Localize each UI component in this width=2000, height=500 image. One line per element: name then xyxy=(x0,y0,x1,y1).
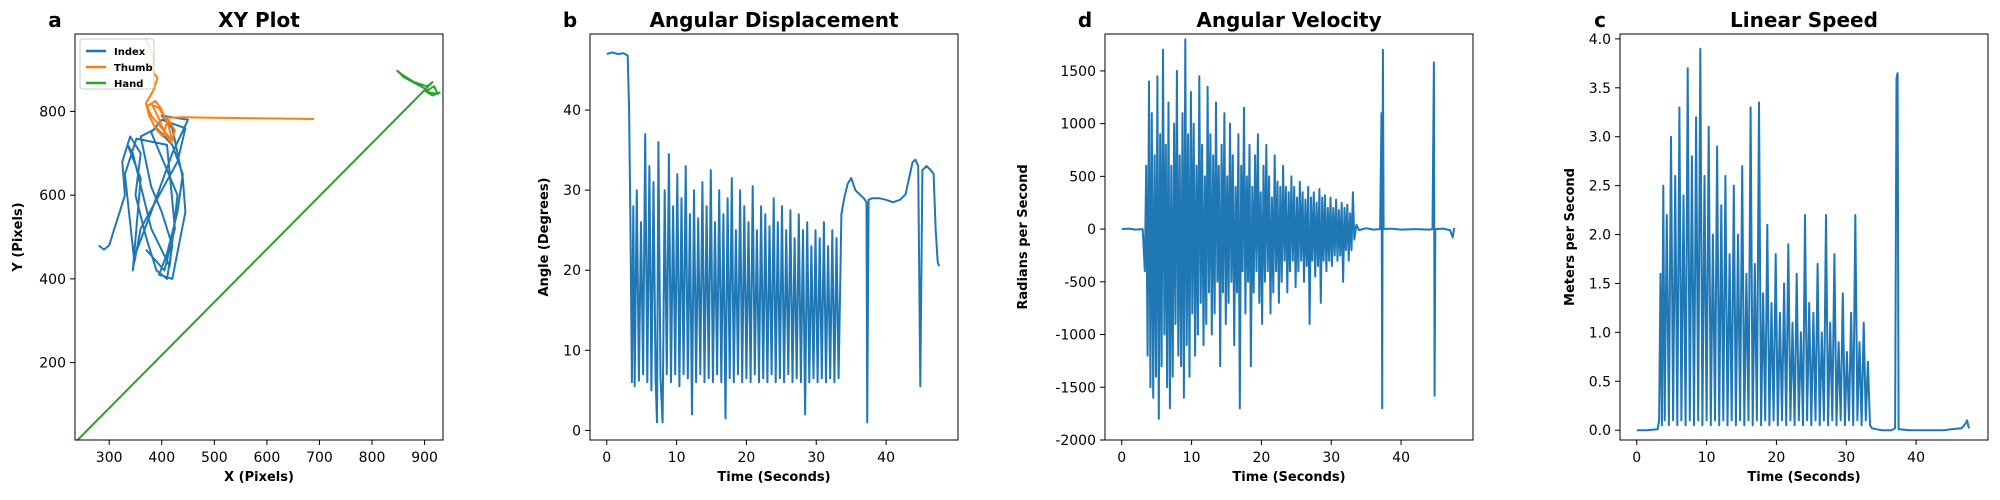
panel-angvel: 0 10 20 30 40 -2000 -1500 -1000 -500 0 500 1000 1500… xyxy=(1016,8,1474,485)
x-tick-label: 500 xyxy=(201,450,228,466)
legend-label-thumb: Thumb xyxy=(114,63,153,74)
legend-label-hand: Hand xyxy=(114,79,143,90)
x-tick-label: 30 xyxy=(1837,450,1855,466)
series-line-hand xyxy=(76,69,441,440)
y-tick-label: 0 xyxy=(1087,222,1096,238)
legend: Index Thumb Hand xyxy=(79,38,155,90)
y-tick-label: 4.0 xyxy=(1589,32,1611,48)
y-tick-label: 200 xyxy=(39,356,66,372)
x-tick-label: 20 xyxy=(738,450,756,466)
y-tick-label: 1500 xyxy=(1060,64,1096,80)
legend-label-index: Index xyxy=(114,47,146,58)
x-tick-label: 0 xyxy=(602,450,611,466)
y-tick-label: 500 xyxy=(1069,169,1096,185)
plot-area xyxy=(606,51,941,424)
y-tick-label: 400 xyxy=(39,272,66,288)
y-tick-label: 2.0 xyxy=(1589,228,1611,244)
series-line-angdisp xyxy=(606,51,941,424)
x-axis-label: X (Pixels) xyxy=(224,470,294,485)
y-axis-label: Angle (Degrees) xyxy=(537,178,552,297)
x-axis-label: Time (Seconds) xyxy=(717,470,830,485)
x-tick-label: 0 xyxy=(1632,450,1641,466)
x-tick-label: 900 xyxy=(411,450,438,466)
y-tick-label: 3.0 xyxy=(1589,130,1611,146)
y-tick-label: -500 xyxy=(1064,275,1096,291)
y-tick-label: 40 xyxy=(563,103,581,119)
plot-area xyxy=(1121,38,1456,420)
axes-frame xyxy=(589,33,959,441)
x-tick-label: 20 xyxy=(1253,450,1271,466)
y-tick-label: 600 xyxy=(39,188,66,204)
y-tick-label: 10 xyxy=(563,343,581,359)
x-axis-label: Time (Seconds) xyxy=(1747,470,1860,485)
panel-xy: 300 400 500 600 700 800 900 200 400 600 800 X (Pixe… xyxy=(11,8,444,485)
series-line-angvel xyxy=(1121,38,1456,420)
y-tick-label: 20 xyxy=(563,263,581,279)
y-tick-label: 1.5 xyxy=(1589,276,1611,292)
x-axis-label: Time (Seconds) xyxy=(1232,470,1345,485)
panel-letter: c xyxy=(1594,8,1606,32)
y-tick-label: -1000 xyxy=(1055,328,1096,344)
axes-frame xyxy=(1619,33,1989,441)
x-tick-label: 300 xyxy=(96,450,123,466)
chart-title: XY Plot xyxy=(218,8,300,32)
panel-letter: d xyxy=(1078,8,1092,32)
x-tick-label: 800 xyxy=(359,450,386,466)
panel-linspeed: 0 10 20 30 40 0.0 0.5 1.0 1.5 2.0 2.5 3.0 3.5 4.0 Time… xyxy=(1563,8,1989,485)
chart-title: Angular Velocity xyxy=(1196,8,1381,32)
chart-title: Angular Displacement xyxy=(649,8,899,32)
y-tick-label: 1.0 xyxy=(1589,325,1611,341)
y-tick-label: 0.5 xyxy=(1589,374,1611,390)
x-tick-label: 600 xyxy=(254,450,281,466)
y-axis-label: Y (Pixels) xyxy=(11,202,26,272)
x-tick-label: 10 xyxy=(668,450,686,466)
y-axis-label: Radians per Second xyxy=(1016,164,1031,309)
x-tick-label: 10 xyxy=(1698,450,1716,466)
x-tick-label: 700 xyxy=(306,450,333,466)
x-tick-label: 0 xyxy=(1117,450,1126,466)
y-tick-label: 800 xyxy=(39,104,66,120)
y-tick-label: 3.5 xyxy=(1589,81,1611,97)
series-line-thumb xyxy=(145,37,315,144)
chart-title: Linear Speed xyxy=(1730,8,1878,32)
y-tick-label: 0.0 xyxy=(1589,423,1611,439)
x-tick-label: 40 xyxy=(1907,450,1925,466)
x-tick-label: 40 xyxy=(1392,450,1410,466)
x-tick-label: 40 xyxy=(877,450,895,466)
y-tick-label: -2000 xyxy=(1055,433,1096,449)
x-tick-label: 30 xyxy=(1322,450,1340,466)
x-tick-label: 30 xyxy=(807,450,825,466)
plot-area xyxy=(1636,47,1971,432)
x-tick-label: 400 xyxy=(148,450,175,466)
series-line-index xyxy=(98,114,189,280)
panel-letter: b xyxy=(563,8,577,32)
axes-frame xyxy=(74,33,444,441)
plot-area xyxy=(76,37,441,440)
y-tick-label: 2.5 xyxy=(1589,179,1611,195)
y-tick-label: 30 xyxy=(563,183,581,199)
y-tick-label: -1500 xyxy=(1055,380,1096,396)
axes-frame xyxy=(1104,33,1474,441)
panel-letter: a xyxy=(48,8,62,32)
y-tick-label: 1000 xyxy=(1060,117,1096,133)
y-tick-label: 0 xyxy=(572,423,581,439)
panel-angdisp: 0 10 20 30 40 0 10 20 30 40 Time (Seconds) Angle (D… xyxy=(537,8,959,485)
y-axis-label: Meters per Second xyxy=(1563,168,1578,306)
x-tick-label: 20 xyxy=(1768,450,1786,466)
x-tick-label: 10 xyxy=(1183,450,1201,466)
series-line-linspeed xyxy=(1636,47,1971,432)
